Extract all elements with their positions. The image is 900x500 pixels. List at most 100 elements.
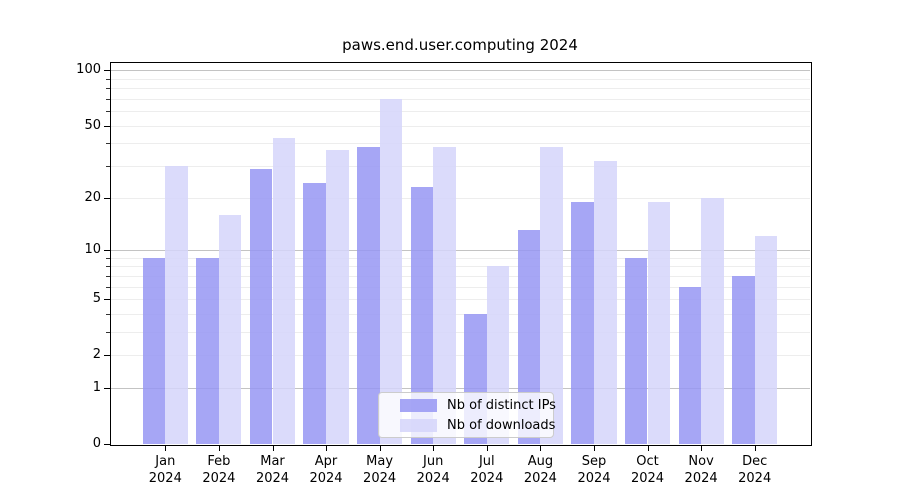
y-minor-tick-mark	[106, 313, 110, 315]
x-axis-tick-label: Aug 2024	[513, 453, 567, 487]
y-tick-mark	[104, 298, 110, 300]
y-tick-mark	[104, 249, 110, 251]
bar-distinct-ips	[517, 230, 541, 444]
y-axis-tick-label: 1	[92, 379, 101, 395]
x-tick-month: Sep	[581, 454, 607, 469]
gridline	[110, 166, 810, 167]
x-tick-mark	[218, 445, 220, 451]
x-axis-tick-label: Jan 2024	[138, 453, 192, 487]
x-tick-mark	[594, 445, 595, 451]
bar-downloads	[754, 236, 778, 444]
y-minor-tick-mark	[106, 257, 110, 259]
gridline	[110, 197, 810, 199]
y-minor-tick-mark	[106, 78, 110, 80]
x-tick-year: 2024	[202, 471, 236, 486]
x-tick-year: 2024	[523, 471, 557, 486]
gridline	[110, 257, 810, 259]
bar-distinct-ips	[571, 201, 594, 444]
x-tick-year: 2024	[738, 471, 772, 486]
bar-downloads	[165, 166, 188, 444]
y-axis-tick-label: 2	[92, 347, 101, 363]
x-axis-tick-label: Nov 2024	[674, 453, 728, 487]
x-tick-year: 2024	[148, 471, 182, 486]
x-axis-tick-label: Jul 2024	[460, 453, 514, 487]
x-tick-mark	[540, 445, 542, 451]
x-tick-month: Apr	[314, 454, 338, 469]
gridline	[110, 70, 810, 72]
gridline	[110, 298, 810, 300]
gridline	[110, 111, 810, 113]
x-tick-year: 2024	[416, 471, 450, 486]
x-tick-month: Aug	[527, 454, 554, 469]
y-axis-tick-label: 50	[84, 117, 101, 133]
x-axis-tick-label: Apr 2024	[299, 453, 353, 487]
x-tick-year: 2024	[363, 471, 397, 486]
y-tick-mark	[104, 197, 110, 199]
bar-downloads	[326, 149, 349, 444]
bar-downloads	[647, 201, 671, 444]
bar-downloads	[594, 160, 617, 444]
x-tick-month: Mar	[260, 454, 285, 469]
x-tick-year: 2024	[470, 471, 504, 486]
bar-downloads	[540, 147, 563, 444]
legend-label-distinct-ips: Nb of distinct IPs	[447, 397, 556, 413]
y-axis-tick-label: 20	[84, 189, 101, 205]
gridline	[110, 98, 810, 100]
bar-downloads	[379, 98, 403, 444]
gridline	[110, 125, 810, 127]
y-axis-tick-label: 5	[92, 290, 101, 306]
gridline	[110, 78, 810, 80]
x-tick-mark	[433, 445, 435, 451]
x-axis-tick-label: Feb 2024	[192, 453, 246, 487]
legend-item-downloads: Nb of downloads	[379, 418, 555, 433]
legend-item-distinct-ips: Nb of distinct IPs	[379, 397, 556, 413]
bar-distinct-ips	[410, 186, 434, 444]
x-tick-month: Jul	[478, 454, 495, 469]
x-tick-mark	[647, 445, 649, 451]
x-axis-tick-label: Jun 2024	[406, 453, 460, 487]
gridline	[110, 331, 810, 333]
bar-downloads	[272, 137, 296, 444]
gridline	[110, 387, 810, 389]
chart-title: paws.end.user.computing 2024	[342, 36, 578, 54]
y-minor-tick-mark	[106, 88, 110, 90]
y-tick-mark	[104, 70, 110, 72]
gridline	[110, 88, 810, 90]
bar-distinct-ips	[357, 147, 380, 444]
x-tick-year: 2024	[255, 471, 290, 486]
x-tick-month: May	[366, 454, 394, 469]
x-axis-tick-label: May 2024	[353, 453, 407, 487]
x-tick-year: 2024	[309, 471, 343, 486]
gridline	[110, 275, 810, 277]
bar-downloads	[218, 214, 242, 444]
bar-distinct-ips	[142, 257, 166, 444]
x-tick-mark	[701, 445, 703, 451]
bar-downloads	[701, 197, 724, 444]
bar-distinct-ips	[303, 183, 326, 444]
x-tick-mark	[379, 445, 381, 451]
legend-swatch-distinct-ips	[400, 398, 437, 412]
x-tick-mark	[165, 445, 167, 451]
y-minor-tick-mark	[106, 266, 110, 268]
bar-distinct-ips	[624, 257, 648, 444]
x-tick-month: Jan	[155, 454, 176, 469]
x-tick-month: Nov	[688, 454, 714, 469]
y-minor-tick-mark	[106, 331, 110, 333]
x-tick-year: 2024	[577, 471, 611, 486]
gridline	[110, 249, 810, 251]
y-axis-tick-label: 100	[76, 62, 101, 78]
bar-distinct-ips	[196, 257, 219, 444]
gridline	[110, 286, 810, 288]
x-axis-tick-label: Dec 2024	[728, 453, 782, 487]
y-minor-tick-mark	[106, 286, 110, 288]
bar-distinct-ips	[678, 286, 702, 444]
x-axis-tick-label: Mar 2024	[246, 453, 300, 487]
y-tick-mark	[104, 125, 110, 127]
y-axis-tick-label: 0	[92, 436, 101, 451]
x-tick-month: Dec	[742, 454, 768, 469]
x-tick-month: Jun	[423, 454, 444, 469]
y-minor-tick-mark	[106, 143, 110, 145]
y-axis-tick-label: 10	[84, 241, 101, 257]
gridline	[110, 355, 810, 357]
